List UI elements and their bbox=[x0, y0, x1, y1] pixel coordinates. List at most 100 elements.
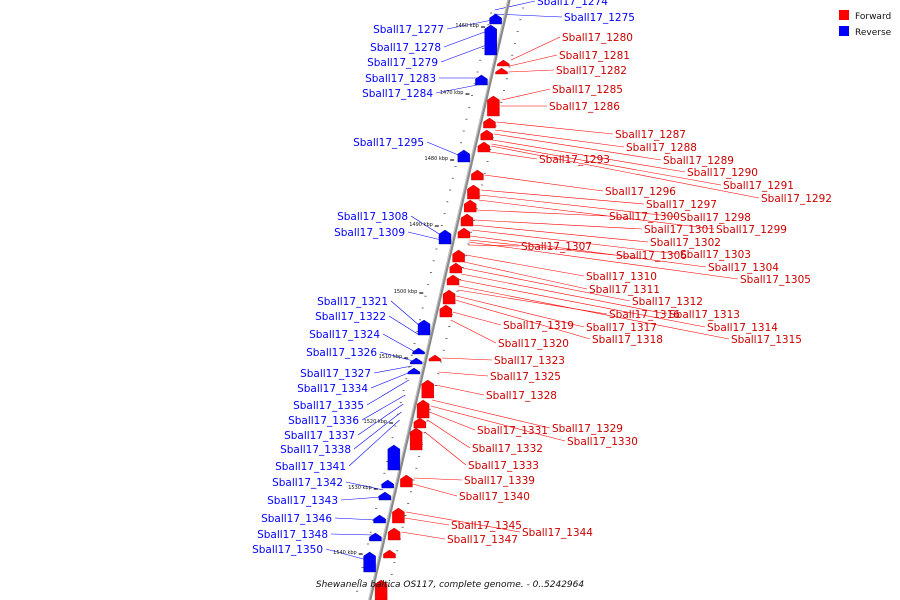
forward-gene-label[interactable]: Sball17_1340 bbox=[459, 491, 530, 503]
forward-gene-label[interactable]: Sball17_1344 bbox=[522, 527, 593, 539]
tick-label: 1490 kbp bbox=[409, 222, 433, 228]
reverse-gene-label[interactable]: Sball17_1279 bbox=[367, 57, 438, 69]
forward-gene-block bbox=[457, 227, 471, 239]
forward-gene-label[interactable]: Sball17_1347 bbox=[447, 534, 518, 546]
leader-line bbox=[435, 84, 478, 94]
forward-gene-label[interactable]: Sball17_1345 bbox=[451, 520, 522, 532]
reverse-gene-label[interactable]: Sball17_1324 bbox=[309, 329, 380, 341]
forward-gene-label[interactable]: Sball17_1296 bbox=[605, 186, 676, 198]
forward-gene-label[interactable]: Sball17_1329 bbox=[552, 423, 623, 435]
forward-gene-label[interactable]: Sball17_1304 bbox=[708, 262, 779, 274]
forward-gene-label[interactable]: Sball17_1316 bbox=[609, 309, 680, 321]
reverse-gene-label[interactable]: Sball17_1308 bbox=[337, 211, 408, 223]
leader-line bbox=[379, 351, 414, 362]
reverse-gene-label[interactable]: Sball17_1275 bbox=[564, 12, 635, 24]
forward-gene-label[interactable]: Sball17_1300 bbox=[609, 211, 680, 223]
reverse-gene-label[interactable]: Sball17_1334 bbox=[297, 383, 368, 395]
forward-gene-label[interactable]: Sball17_1310 bbox=[586, 271, 657, 283]
reverse-gene-block bbox=[369, 532, 382, 542]
genome-axis: 1460 kbp 1470 kbp 1480 kbp 1490 kbp 1500 kbp… bbox=[333, 0, 525, 600]
reverse-gene-label[interactable]: Sball17_1336 bbox=[288, 415, 359, 427]
forward-gene-label[interactable]: Sball17_1339 bbox=[464, 475, 535, 487]
reverse-gene-label[interactable]: Sball17_1277 bbox=[373, 24, 444, 36]
reverse-gene-label[interactable]: Sball17_1341 bbox=[275, 461, 346, 473]
reverse-gene-label[interactable]: Sball17_1326 bbox=[306, 347, 377, 359]
forward-gene-label[interactable]: Sball17_1305 bbox=[740, 274, 811, 286]
forward-gene-block bbox=[497, 59, 510, 67]
forward-gene-label[interactable]: Sball17_1288 bbox=[626, 142, 697, 154]
leader-line bbox=[473, 219, 643, 230]
reverse-gene-label[interactable]: Sball17_1274 bbox=[537, 0, 608, 8]
reverse-gene-label[interactable]: Sball17_1337 bbox=[284, 430, 355, 442]
forward-gene-label[interactable]: Sball17_1319 bbox=[503, 320, 574, 332]
reverse-gene-label[interactable]: Sball17_1350 bbox=[252, 544, 323, 556]
reverse-gene-label[interactable]: Sball17_1342 bbox=[272, 477, 343, 489]
forward-gene-label[interactable]: Sball17_1307 bbox=[521, 241, 592, 253]
forward-gene-label[interactable]: Sball17_1331 bbox=[477, 425, 548, 437]
forward-gene-label[interactable]: Sball17_1291 bbox=[723, 180, 794, 192]
leader-line bbox=[370, 371, 411, 389]
forward-gene-label[interactable]: Sball17_1313 bbox=[669, 309, 740, 321]
reverse-gene-label[interactable]: Sball17_1283 bbox=[365, 73, 436, 85]
leader-line bbox=[412, 483, 458, 497]
forward-gene-label[interactable]: Sball17_1306 bbox=[616, 250, 687, 262]
forward-gene-label[interactable]: Sball17_1325 bbox=[490, 371, 561, 383]
reverse-gene-label[interactable]: Sball17_1322 bbox=[315, 311, 386, 323]
forward-gene-label[interactable]: Sball17_1285 bbox=[552, 84, 623, 96]
leader-line bbox=[348, 419, 400, 467]
forward-gene-label[interactable]: Sball17_1289 bbox=[663, 155, 734, 167]
leader-line bbox=[494, 0, 536, 11]
leader-line bbox=[407, 231, 442, 241]
reverse-gene-label[interactable]: Sball17_1348 bbox=[257, 529, 328, 541]
tick-label: 1480 kbp bbox=[425, 156, 449, 162]
forward-gene-label[interactable]: Sball17_1287 bbox=[615, 129, 686, 141]
forward-gene-label[interactable]: Sball17_1280 bbox=[562, 32, 633, 44]
forward-gene-label[interactable]: Sball17_1293 bbox=[539, 154, 610, 166]
forward-gene-block bbox=[400, 474, 413, 488]
reverse-gene-label[interactable]: Sball17_1338 bbox=[280, 444, 351, 456]
tick-label: 1510 kbp bbox=[379, 354, 403, 360]
forward-gene-label[interactable]: Sball17_1297 bbox=[646, 199, 717, 211]
forward-gene-block bbox=[439, 304, 453, 318]
leader-line bbox=[424, 431, 467, 466]
forward-gene-block bbox=[421, 379, 434, 399]
reverse-gene-label[interactable]: Sball17_1346 bbox=[261, 513, 332, 525]
forward-gene-label[interactable]: Sball17_1333 bbox=[468, 460, 539, 472]
forward-gene-label[interactable]: Sball17_1317 bbox=[586, 322, 657, 334]
forward-gene-label[interactable]: Sball17_1332 bbox=[472, 443, 543, 455]
forward-gene-label[interactable]: Sball17_1292 bbox=[761, 193, 832, 205]
reverse-gene-label[interactable]: Sball17_1343 bbox=[267, 495, 338, 507]
axis-line bbox=[368, 0, 511, 600]
forward-gene-label[interactable]: Sball17_1330 bbox=[567, 436, 638, 448]
reverse-gene-label[interactable]: Sball17_1284 bbox=[362, 88, 433, 100]
forward-gene-label[interactable]: Sball17_1323 bbox=[494, 355, 565, 367]
leader-line bbox=[443, 29, 491, 48]
reverse-gene-label[interactable]: Sball17_1295 bbox=[353, 137, 424, 149]
forward-gene-label[interactable]: Sball17_1282 bbox=[556, 65, 627, 77]
forward-gene-label[interactable]: Sball17_1299 bbox=[716, 224, 787, 236]
reverse-gene-block bbox=[457, 149, 471, 163]
forward-gene-label[interactable]: Sball17_1301 bbox=[644, 224, 715, 236]
forward-gene-label[interactable]: Sball17_1320 bbox=[498, 338, 569, 350]
reverse-gene-label[interactable]: Sball17_1309 bbox=[334, 227, 405, 239]
forward-gene-label[interactable]: Sball17_1303 bbox=[680, 249, 751, 261]
forward-gene-label[interactable]: Sball17_1328 bbox=[486, 390, 557, 402]
forward-gene-label[interactable]: Sball17_1311 bbox=[589, 284, 660, 296]
gene-features bbox=[363, 13, 510, 600]
forward-gene-label[interactable]: Sball17_1286 bbox=[549, 101, 620, 113]
reverse-gene-label[interactable]: Sball17_1327 bbox=[300, 368, 371, 380]
forward-gene-label[interactable]: Sball17_1314 bbox=[707, 322, 778, 334]
forward-gene-label[interactable]: Sball17_1315 bbox=[731, 334, 802, 346]
forward-gene-label[interactable]: Sball17_1312 bbox=[632, 296, 703, 308]
leader-line bbox=[464, 261, 588, 290]
reverse-gene-label[interactable]: Sball17_1321 bbox=[317, 296, 388, 308]
forward-gene-label[interactable]: Sball17_1281 bbox=[559, 50, 630, 62]
forward-gene-label[interactable]: Sball17_1290 bbox=[687, 167, 758, 179]
forward-gene-block bbox=[467, 184, 480, 200]
forward-gene-label[interactable]: Sball17_1318 bbox=[592, 334, 663, 346]
reverse-gene-label[interactable]: Sball17_1278 bbox=[370, 42, 441, 54]
forward-gene-label[interactable]: Sball17_1298 bbox=[680, 212, 751, 224]
reverse-gene-label[interactable]: Sball17_1335 bbox=[293, 400, 364, 412]
forward-gene-label[interactable]: Sball17_1302 bbox=[650, 237, 721, 249]
leader-line bbox=[489, 151, 538, 160]
